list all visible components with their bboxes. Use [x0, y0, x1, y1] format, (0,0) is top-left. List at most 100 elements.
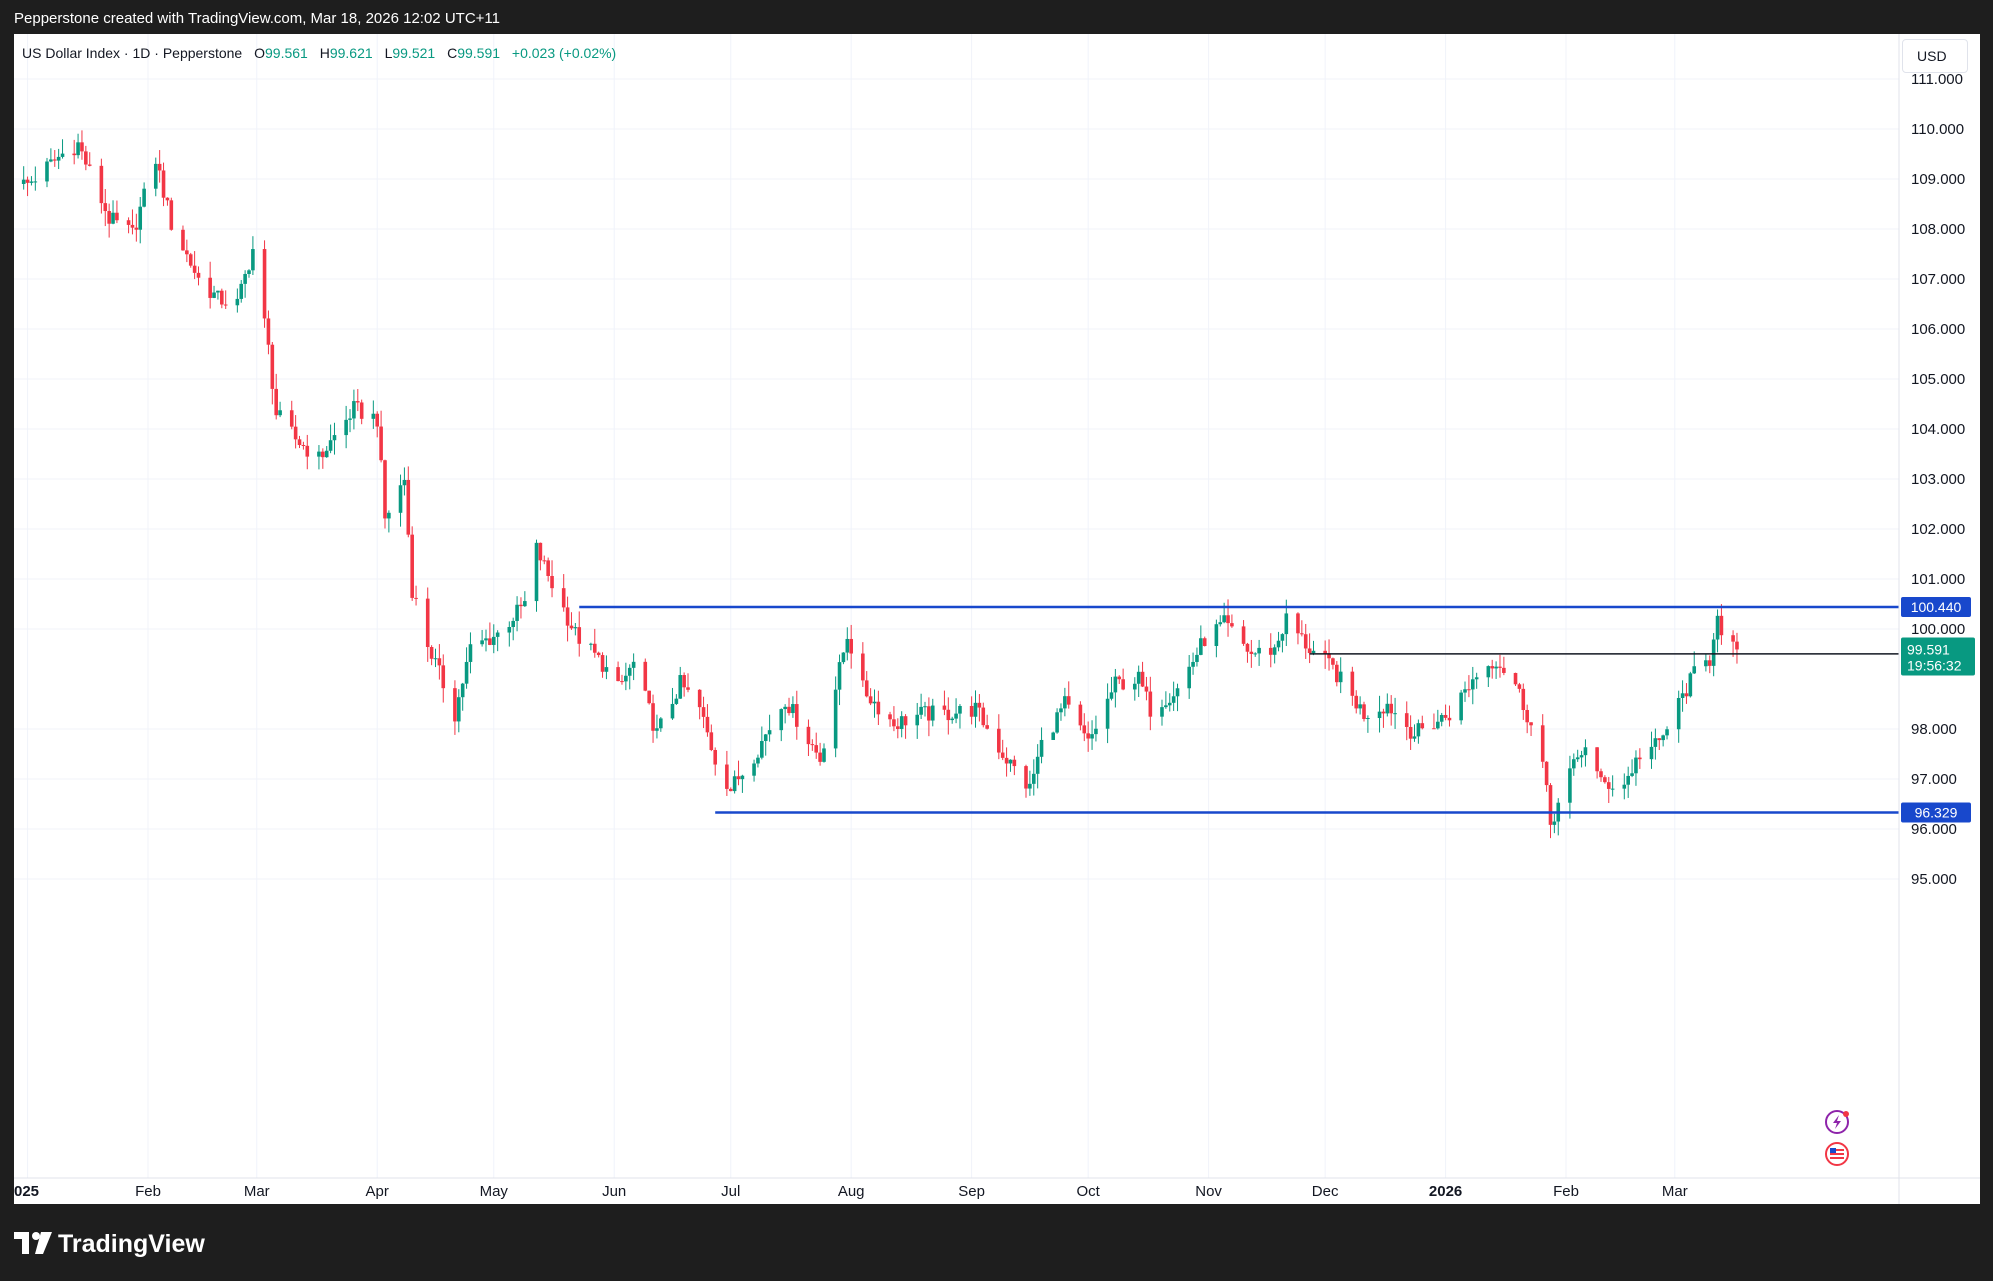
candle	[251, 236, 255, 275]
candle	[752, 759, 756, 782]
candle	[1657, 738, 1662, 751]
chart-grid	[14, 34, 1980, 1204]
candle	[977, 694, 982, 722]
candle	[1090, 720, 1094, 750]
candle	[892, 706, 896, 732]
candle	[33, 166, 38, 191]
candle	[624, 662, 628, 691]
candle	[1525, 704, 1529, 734]
candle	[534, 539, 539, 612]
candle	[49, 148, 53, 163]
x-tick-label: May	[480, 1183, 509, 1200]
candle	[872, 689, 877, 718]
candle	[647, 690, 651, 705]
candlestick-series	[21, 130, 1739, 839]
lightning-icon[interactable]	[1825, 1110, 1849, 1134]
candle	[52, 150, 57, 167]
candle	[1494, 661, 1498, 679]
candle	[181, 225, 185, 251]
candle	[674, 694, 679, 705]
candle	[480, 629, 484, 647]
candle	[643, 658, 648, 692]
candle	[1008, 759, 1013, 772]
candle	[736, 760, 741, 786]
symbol-title[interactable]: US Dollar Index · 1D · Pepperstone	[22, 45, 243, 61]
candle	[262, 240, 267, 328]
candle	[756, 754, 760, 768]
candle	[705, 704, 710, 737]
candle	[507, 621, 512, 647]
candle	[1245, 642, 1250, 663]
candle	[1257, 639, 1261, 666]
candle	[1731, 630, 1735, 657]
candle	[1300, 620, 1304, 637]
currency-button[interactable]: USD	[1902, 39, 1968, 73]
candle	[1160, 699, 1164, 726]
candle	[243, 270, 247, 298]
candle	[1463, 681, 1467, 702]
candle	[1121, 668, 1125, 691]
x-tick-label: Nov	[1195, 1183, 1222, 1200]
candle	[538, 542, 543, 571]
candle	[25, 176, 30, 197]
y-tick-label: 101.000	[1911, 571, 1965, 588]
candle	[212, 285, 216, 299]
x-tick-label: Dec	[1312, 1183, 1339, 1200]
candle	[604, 655, 609, 680]
candle	[1393, 697, 1397, 729]
candle	[1404, 701, 1409, 741]
candle	[550, 560, 554, 598]
candle	[655, 714, 659, 739]
candle	[1171, 681, 1176, 711]
candle	[659, 717, 663, 732]
candle	[437, 644, 442, 680]
candle	[682, 672, 686, 697]
candle	[767, 714, 772, 742]
candle	[779, 708, 784, 742]
candle	[208, 261, 212, 309]
y-tick-label: 100.000	[1911, 621, 1965, 638]
candle	[352, 389, 356, 430]
time-axis[interactable]: 025 Feb Mar Apr May Jun Jul Aug Sep Oct Nov Dec 2026…	[14, 1177, 1980, 1200]
candle	[134, 213, 139, 242]
candle	[1416, 719, 1421, 744]
candle	[1335, 661, 1339, 687]
candle	[453, 680, 457, 735]
candle	[997, 714, 1001, 760]
candle	[1358, 696, 1362, 715]
candle	[783, 704, 787, 724]
candle	[1307, 633, 1312, 664]
candle	[896, 718, 900, 739]
us-flag-icon[interactable]	[1825, 1142, 1849, 1166]
x-tick-label: Mar	[1662, 1183, 1688, 1200]
x-tick-label: Feb	[135, 1183, 161, 1200]
candle	[876, 690, 881, 726]
x-tick-label: Feb	[1553, 1183, 1579, 1200]
candle	[627, 664, 632, 690]
candle	[849, 624, 853, 669]
candle	[1735, 632, 1739, 664]
candle	[837, 654, 842, 706]
candle	[464, 647, 469, 689]
candle	[1366, 715, 1370, 733]
candle	[546, 557, 550, 582]
high-value: 99.621	[329, 45, 373, 61]
y-tick-label: 111.000	[1911, 71, 1963, 88]
candle	[1420, 715, 1425, 730]
candle	[927, 697, 931, 737]
candle	[1548, 783, 1553, 839]
candle	[321, 448, 325, 469]
candle	[1540, 714, 1545, 768]
candle	[1653, 728, 1658, 760]
candle	[542, 555, 547, 565]
ohlc-legend[interactable]: US Dollar Index · 1D · Pepperstone O99.5…	[22, 45, 616, 61]
candle	[1031, 759, 1036, 796]
candle	[1035, 744, 1040, 789]
candle	[21, 166, 26, 190]
candle	[631, 653, 636, 681]
candle	[1389, 695, 1393, 726]
price-axis[interactable]: 111.000 110.000 109.000 108.000 107.000 106.0…	[1898, 34, 1965, 1204]
